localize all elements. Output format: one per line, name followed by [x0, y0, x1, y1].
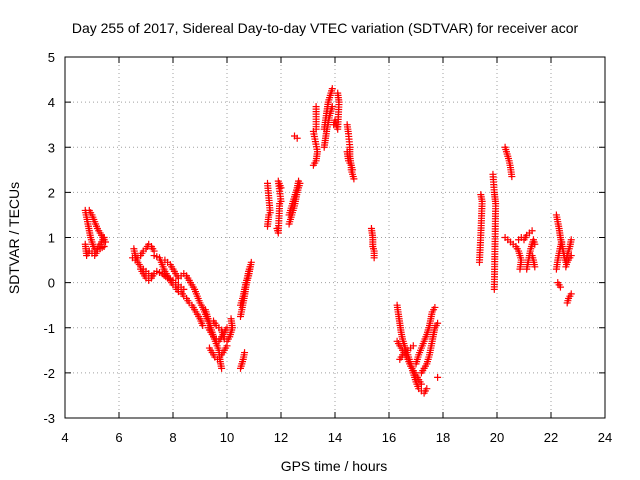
x-axis-label: GPS time / hours — [281, 458, 388, 474]
data-point — [434, 319, 442, 327]
x-tick-label: 10 — [220, 430, 234, 445]
data-point — [350, 175, 358, 183]
data-point — [312, 103, 320, 111]
data-point — [558, 238, 566, 246]
data-point — [370, 254, 378, 262]
y-tick-label: -3 — [43, 411, 55, 426]
data-point — [277, 184, 285, 192]
axis-ticks — [64, 56, 606, 419]
data-point — [246, 263, 254, 271]
data-point — [556, 283, 564, 291]
y-tick-label: 5 — [48, 50, 55, 65]
x-tick-labels: 4 6 8 10 12 14 16 18 20 22 24 — [61, 430, 612, 445]
y-axis-label: SDTVAR / TECUs — [6, 182, 22, 294]
y-tick-label: 0 — [48, 276, 55, 291]
data-point — [218, 364, 226, 372]
data-points — [81, 85, 575, 397]
y-tick-label: 4 — [48, 95, 55, 110]
data-point — [409, 342, 417, 350]
data-point — [247, 258, 255, 266]
y-tick-label: -1 — [43, 321, 55, 336]
data-point — [490, 285, 498, 293]
chart-title: Day 255 of 2017, Sidereal Day-to-day VTE… — [72, 20, 579, 36]
data-point — [349, 166, 357, 174]
data-point — [431, 303, 439, 311]
y-tick-label: 1 — [48, 231, 55, 246]
y-tick-labels: -3 -2 -1 0 1 2 3 4 5 — [43, 50, 55, 426]
data-point — [241, 349, 249, 357]
data-point — [100, 243, 108, 251]
y-tick-label: 3 — [48, 140, 55, 155]
x-tick-label: 14 — [328, 430, 342, 445]
data-point — [199, 321, 207, 329]
data-point — [567, 236, 575, 244]
data-point — [528, 252, 536, 260]
data-point — [567, 252, 575, 260]
data-point — [417, 380, 425, 388]
data-point — [328, 85, 336, 93]
x-tick-label: 22 — [544, 430, 558, 445]
data-point — [102, 238, 109, 246]
data-point — [295, 177, 303, 185]
data-point — [567, 290, 575, 298]
data-point — [223, 342, 231, 350]
data-point — [516, 265, 524, 273]
data-point — [475, 258, 483, 266]
data-point — [508, 173, 516, 181]
x-tick-label: 6 — [115, 430, 122, 445]
x-tick-label: 4 — [61, 430, 68, 445]
data-point — [334, 89, 342, 97]
x-tick-label: 16 — [382, 430, 396, 445]
data-point — [528, 227, 536, 235]
x-tick-label: 18 — [436, 430, 450, 445]
data-point — [227, 315, 235, 323]
data-point — [423, 385, 431, 393]
y-tick-label: -2 — [43, 366, 55, 381]
x-tick-label: 24 — [598, 430, 612, 445]
data-point — [293, 134, 301, 142]
y-tick-label: 2 — [48, 185, 55, 200]
data-point — [531, 240, 539, 248]
x-tick-label: 12 — [274, 430, 288, 445]
x-tick-label: 20 — [490, 430, 504, 445]
data-point — [434, 373, 442, 381]
x-tick-label: 8 — [169, 430, 176, 445]
data-point — [264, 179, 271, 187]
